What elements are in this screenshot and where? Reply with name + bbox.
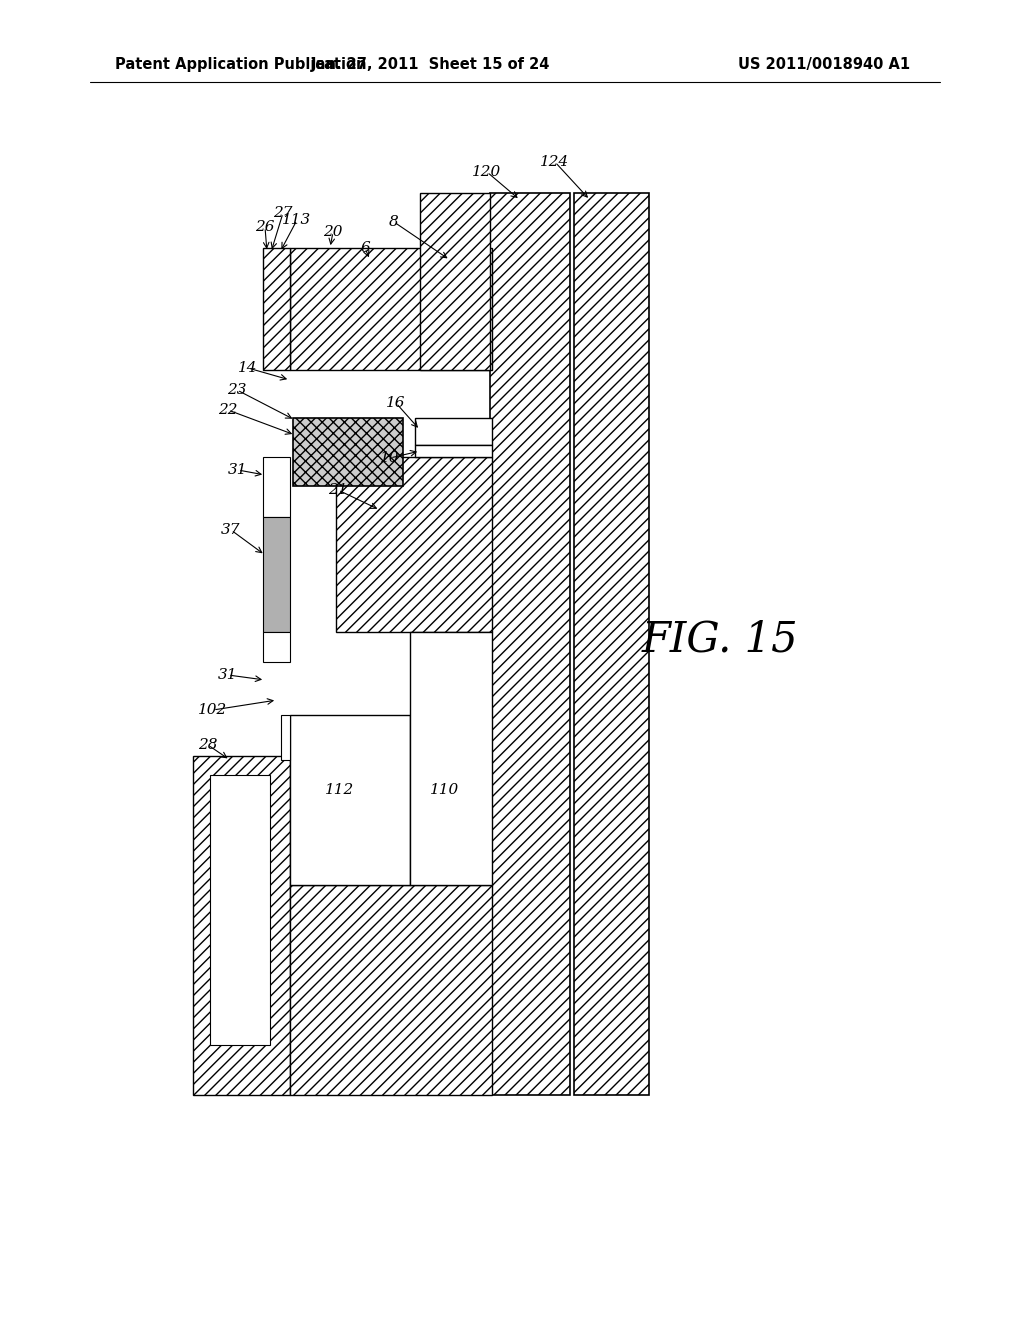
Text: 20: 20 bbox=[324, 224, 343, 239]
Text: US 2011/0018940 A1: US 2011/0018940 A1 bbox=[738, 58, 910, 73]
Bar bbox=[263, 457, 290, 517]
Text: 10: 10 bbox=[380, 451, 399, 465]
Text: 28: 28 bbox=[199, 738, 218, 752]
Bar bbox=[263, 248, 290, 370]
Bar bbox=[263, 370, 290, 1096]
Bar bbox=[336, 457, 492, 632]
Text: FIG. 15: FIG. 15 bbox=[642, 619, 799, 661]
Bar bbox=[210, 775, 270, 1045]
Bar bbox=[263, 517, 290, 632]
Bar bbox=[263, 632, 290, 663]
Text: 31: 31 bbox=[218, 668, 238, 682]
Text: Jan. 27, 2011  Sheet 15 of 24: Jan. 27, 2011 Sheet 15 of 24 bbox=[310, 58, 550, 73]
Text: 14: 14 bbox=[239, 360, 258, 375]
Text: 110: 110 bbox=[430, 783, 460, 797]
Text: 112: 112 bbox=[326, 783, 354, 797]
Bar bbox=[293, 418, 403, 486]
Bar bbox=[410, 632, 492, 884]
Text: 113: 113 bbox=[283, 213, 311, 227]
Text: 8: 8 bbox=[389, 215, 399, 228]
Text: 26: 26 bbox=[255, 220, 274, 234]
Text: 21: 21 bbox=[329, 483, 348, 498]
Text: 120: 120 bbox=[472, 165, 502, 180]
Bar bbox=[290, 884, 492, 1096]
Text: 27: 27 bbox=[273, 206, 293, 220]
Text: 23: 23 bbox=[227, 383, 247, 397]
Bar bbox=[290, 715, 410, 884]
Bar bbox=[415, 418, 492, 445]
Text: 22: 22 bbox=[218, 403, 238, 417]
Text: 102: 102 bbox=[199, 704, 227, 717]
Bar bbox=[415, 445, 492, 457]
Text: 31: 31 bbox=[228, 463, 248, 477]
Bar bbox=[574, 193, 649, 1096]
Bar bbox=[290, 370, 492, 1096]
Bar bbox=[193, 756, 290, 1096]
Bar bbox=[290, 248, 492, 370]
Bar bbox=[490, 193, 570, 1096]
Bar bbox=[281, 715, 290, 760]
Text: 16: 16 bbox=[386, 396, 406, 411]
Text: Patent Application Publication: Patent Application Publication bbox=[115, 58, 367, 73]
Text: 6: 6 bbox=[360, 242, 370, 255]
Text: 124: 124 bbox=[541, 154, 569, 169]
Text: 37: 37 bbox=[221, 523, 241, 537]
Bar bbox=[420, 193, 490, 370]
